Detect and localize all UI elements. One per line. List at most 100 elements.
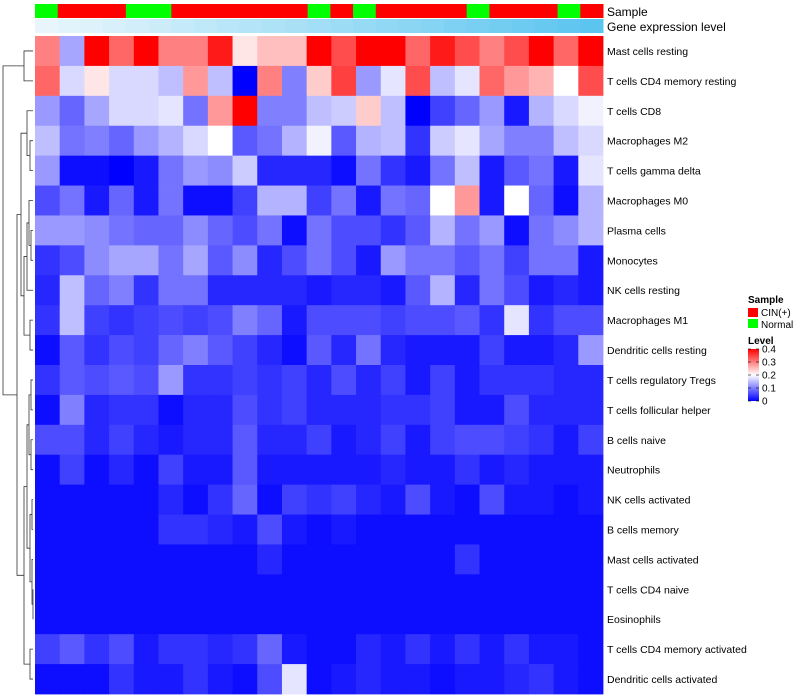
heatmap-cell (528, 574, 555, 605)
heatmap-cell (257, 65, 283, 97)
heatmap-cell (281, 245, 308, 276)
heatmap-cell (207, 36, 233, 67)
sample-track-cell (80, 4, 104, 18)
heatmap-cell (528, 275, 555, 306)
row-label: NK cells resting (607, 285, 680, 297)
heatmap-cell (405, 155, 431, 186)
heatmap-cell (454, 394, 480, 426)
legend-colorbar (748, 349, 759, 401)
heatmap-cell (405, 604, 431, 635)
row-label: Eosinophils (607, 614, 661, 626)
heatmap-cell (35, 305, 61, 336)
heatmap-cell (84, 544, 110, 575)
heatmap-cell (133, 275, 159, 306)
heatmap-cell (479, 185, 505, 216)
heatmap-cell (553, 335, 579, 366)
heatmap-cell (578, 544, 604, 575)
heatmap-cell (59, 185, 85, 216)
heatmap-cell (331, 36, 357, 67)
heatmap-cell (405, 245, 431, 276)
heatmap-cell (133, 215, 159, 246)
sample-track-cell (375, 4, 400, 18)
heatmap-cell (183, 454, 209, 486)
expression-track-cell (125, 19, 150, 33)
heatmap-cell (232, 664, 258, 695)
heatmap-cell (528, 36, 555, 67)
heatmap-cell (306, 394, 332, 426)
row-label: Macrophages M1 (607, 315, 688, 327)
heatmap-cell (109, 544, 135, 575)
heatmap-cell (578, 125, 604, 157)
sample-track-cell (580, 4, 604, 18)
heatmap-cell (109, 95, 135, 127)
dendrogram-branch (26, 424, 30, 549)
heatmap-cell (528, 394, 555, 426)
expression-track-cell (353, 19, 377, 33)
heatmap-cell (207, 245, 233, 276)
heatmap-cell (207, 305, 233, 336)
row-label: T cells CD4 naive (607, 584, 689, 596)
heatmap-cell (109, 305, 135, 336)
heatmap-cell (430, 394, 456, 426)
heatmap-cell (553, 36, 579, 67)
heatmap-cell (454, 544, 480, 575)
heatmap-cell (356, 394, 382, 426)
heatmap-cell (331, 305, 357, 336)
heatmap-cell (35, 125, 61, 157)
heatmap-cell (35, 514, 61, 545)
heatmap-cell (183, 574, 209, 605)
heatmap-cell (59, 424, 85, 456)
heatmap-cell (207, 514, 233, 545)
heatmap-cell (479, 514, 505, 545)
heatmap-cell (430, 155, 456, 186)
heatmap-cell (306, 365, 332, 396)
heatmap-cell (207, 65, 233, 97)
heatmap-cell (306, 514, 332, 545)
heatmap-cell (380, 664, 406, 695)
heatmap-cell (356, 604, 382, 635)
heatmap-cell (232, 215, 258, 246)
heatmap-cell (430, 335, 456, 366)
heatmap-cell (281, 634, 308, 665)
heatmap-cell (232, 125, 258, 157)
heatmap-cell (331, 544, 357, 575)
heatmap-cell (232, 335, 258, 366)
heatmap-cell (133, 65, 159, 97)
expression-track-cell (239, 19, 263, 33)
heatmap-cell (35, 574, 61, 605)
row-label: Mast cells resting (607, 46, 688, 58)
heatmap-cell (578, 305, 604, 336)
heatmap-cell (504, 454, 530, 486)
heatmap-cell (281, 484, 308, 515)
heatmap-cell (380, 125, 406, 157)
heatmap-cell (183, 185, 209, 216)
sample-track-cell (512, 4, 536, 18)
heatmap-cell (578, 65, 604, 97)
heatmap-cell (528, 604, 555, 635)
heatmap-cell (257, 95, 283, 127)
heatmap-cell (528, 335, 555, 366)
heatmap-cell (207, 574, 233, 605)
heatmap-cell (578, 185, 604, 216)
heatmap-cell (232, 634, 258, 665)
dendrogram-branch (30, 379, 33, 411)
heatmap-cell (479, 245, 505, 276)
row-label: Neutrophils (607, 465, 660, 477)
heatmap-cell (553, 514, 579, 545)
heatmap-cell (528, 424, 555, 456)
heatmap-cell (281, 574, 308, 605)
heatmap-cell (479, 454, 505, 486)
sample-track-cell (194, 4, 218, 18)
heatmap-cell (553, 125, 579, 157)
heatmap-cell (133, 544, 159, 575)
heatmap-cell (553, 305, 579, 336)
heatmap-cell (405, 424, 431, 456)
heatmap-cell (479, 95, 505, 127)
heatmap-cell (306, 424, 332, 456)
heatmap-cell (183, 95, 209, 127)
legend-label-cin: CIN(+) (761, 308, 791, 319)
heatmap-cells (35, 36, 604, 695)
heatmap-cell (59, 484, 85, 515)
heatmap-cell (232, 365, 258, 396)
